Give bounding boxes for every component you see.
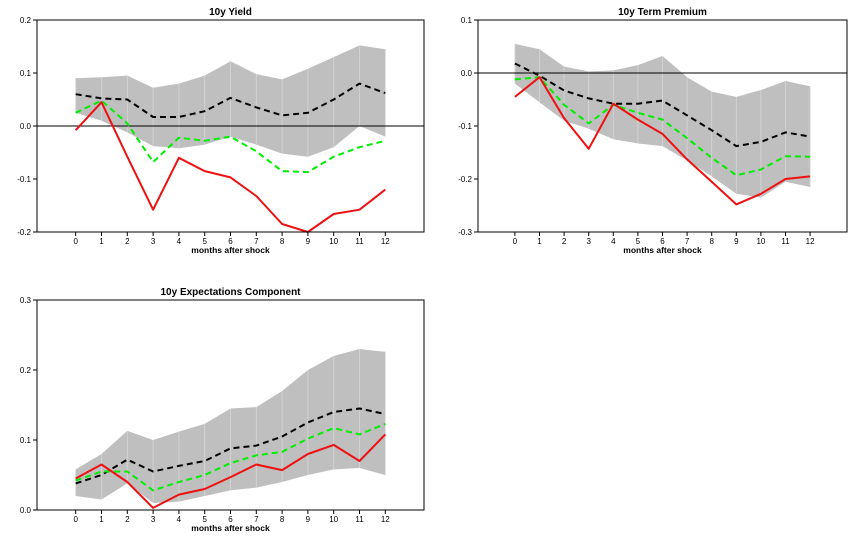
x-tick-label: 7 (254, 237, 259, 246)
x-tick-label: 0 (513, 237, 518, 246)
x-tick-label: 5 (202, 237, 207, 246)
x-tick-label: 6 (660, 237, 665, 246)
x-tick-label: 9 (734, 237, 739, 246)
x-tick-label: 8 (709, 237, 714, 246)
y-tick-label: 0.3 (20, 296, 32, 305)
series-line-2 (514, 76, 811, 177)
y-tick-label: -0.1 (458, 122, 472, 131)
x-tick-label: 6 (228, 515, 233, 524)
x-tick-label: 1 (537, 237, 542, 246)
y-tick-label: 0.0 (20, 506, 32, 515)
x-tick-label: 12 (806, 237, 815, 246)
x-tick-label: 2 (562, 237, 567, 246)
series-line-3 (74, 101, 386, 233)
y-tick-label: 0.1 (20, 69, 32, 78)
y-tick-label: 0.0 (461, 69, 473, 78)
x-tick-label: 11 (355, 237, 364, 246)
x-tick-label: 10 (329, 515, 338, 524)
y-tick-label: -0.1 (17, 175, 31, 184)
chart-2: -0.3-0.2-0.10.00.10 1 2 3 4 5 6 7 8 9 10 11 12months… (458, 7, 848, 255)
x-tick-label: 2 (125, 515, 130, 524)
y-tick-label: 0.0 (20, 122, 32, 131)
y-tick-label: 0.1 (20, 436, 32, 445)
x-axis-label: months after shock (191, 523, 270, 533)
x-tick-label: 11 (355, 515, 364, 524)
x-tick-label: 6 (228, 237, 233, 246)
series-line-3 (75, 433, 387, 509)
x-tick-label: 4 (611, 237, 616, 246)
y-tick-label: 0.1 (461, 16, 473, 25)
series-line-2 (75, 99, 386, 174)
x-tick-label: 2 (125, 237, 130, 246)
x-tick-label: 10 (756, 237, 765, 246)
x-tick-label: 4 (177, 237, 182, 246)
x-tick-label: 4 (177, 515, 182, 524)
x-tick-label: 1 (99, 237, 104, 246)
x-axis-label: months after shock (623, 245, 702, 255)
y-tick-label: -0.2 (458, 175, 472, 184)
x-tick-label: 7 (685, 237, 690, 246)
x-tick-label: 3 (151, 515, 156, 524)
y-tick-label: -0.3 (458, 228, 472, 237)
x-tick-label: 0 (73, 237, 78, 246)
x-tick-label: 12 (381, 515, 390, 524)
x-tick-label: 11 (781, 237, 790, 246)
series-line-3 (514, 76, 811, 206)
series-line-2 (75, 422, 386, 492)
x-tick-label: 8 (280, 515, 285, 524)
x-tick-label: 9 (306, 515, 311, 524)
x-tick-label: 10 (329, 237, 338, 246)
x-tick-label: 1 (99, 515, 104, 524)
chart-title: 10y Yield (209, 7, 252, 18)
y-tick-label: -0.2 (17, 228, 31, 237)
chart-1: -0.2-0.10.00.10.20 1 2 3 4 5 6 7 8 9 10 11 12months … (17, 7, 425, 255)
y-tick-label: 0.2 (20, 16, 32, 25)
x-tick-label: 3 (586, 237, 591, 246)
x-tick-label: 12 (381, 237, 390, 246)
chart-title: 10y Term Premium (618, 7, 707, 18)
x-tick-label: 3 (151, 237, 156, 246)
x-tick-label: 0 (73, 515, 78, 524)
x-tick-label: 5 (202, 515, 207, 524)
series-line-1 (75, 82, 386, 118)
chart-title: 10y Expectations Component (160, 287, 301, 298)
x-tick-label: 9 (306, 237, 311, 246)
x-tick-label: 5 (636, 237, 641, 246)
x-tick-label: 7 (254, 515, 259, 524)
y-tick-label: 0.2 (20, 366, 32, 375)
x-tick-label: 8 (280, 237, 285, 246)
x-axis-label: months after shock (191, 245, 270, 255)
